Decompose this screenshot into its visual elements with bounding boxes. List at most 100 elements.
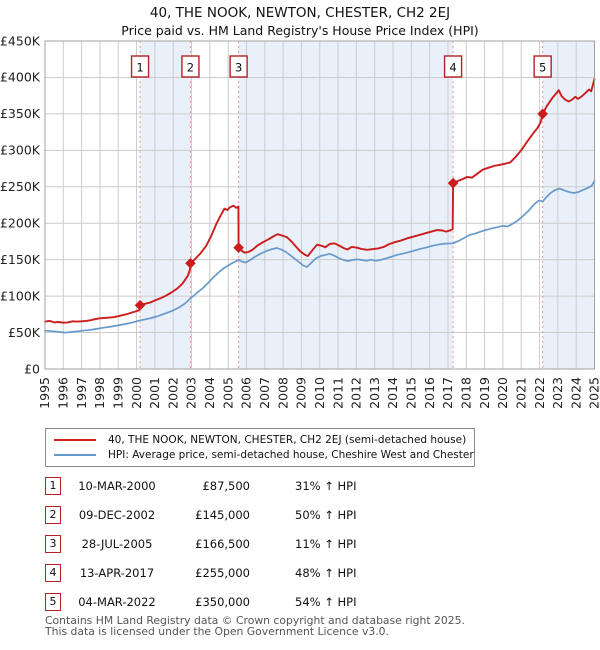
x-tick-label: 2015 — [404, 377, 419, 409]
transaction-price: £166,500 — [195, 536, 250, 551]
x-tick-label: 2012 — [349, 377, 364, 409]
legend-item-price-paid: 40, THE NOOK, NEWTON, CHESTER, CH2 2EJ (… — [54, 432, 468, 447]
x-tick-label: 2016 — [422, 377, 437, 409]
sale-marker-badge — [443, 55, 463, 78]
x-tick-label: 2011 — [330, 377, 345, 409]
transaction-hpi-delta: 11% ↑ HPI — [295, 536, 357, 551]
transaction-number-badge: 1 — [45, 476, 61, 495]
ownership-band — [542, 41, 595, 369]
footer-line-1: Contains HM Land Registry data © Crown c… — [45, 614, 465, 627]
transaction-date: 10-MAR-2000 — [78, 478, 156, 493]
transaction-date: 04-MAR-2022 — [78, 594, 156, 609]
y-tick-label: £150K — [0, 252, 41, 267]
page-title: 40, THE NOOK, NEWTON, CHESTER, CH2 2EJ — [149, 5, 451, 21]
x-tick-label: 1997 — [74, 377, 89, 409]
sale-marker-diamond — [233, 242, 244, 253]
x-tick-label: 2001 — [147, 377, 162, 409]
transaction-number-badge: 4 — [45, 563, 61, 582]
sale-marker-diamond — [447, 177, 459, 189]
price-chart-canvas: 1 2 3 4 5 £0 £50K £100K £150K £200K £250K £300K £350… — [0, 33, 600, 409]
y-tick-label: £450K — [0, 33, 41, 48]
sale-marker-badge-label: 5 — [539, 61, 546, 75]
transaction-date: 13-APR-2017 — [79, 565, 155, 580]
x-tick-label: 2013 — [367, 377, 382, 409]
x-tick-label: 2009 — [294, 377, 309, 409]
legend-label-hpi: HPI: Average price, semi-detached house,… — [108, 448, 474, 461]
sale-marker-diamond — [134, 299, 146, 311]
x-tick-label: 1996 — [56, 377, 71, 409]
sale-marker-badge — [130, 55, 150, 78]
ownership-band — [140, 41, 191, 369]
transaction-hpi-delta: 54% ↑ HPI — [295, 594, 357, 609]
sale-marker-badge — [533, 55, 552, 78]
transaction-price: £87,500 — [202, 478, 250, 493]
x-tick-label: 2004 — [202, 377, 217, 409]
x-tick-label: 2007 — [257, 377, 272, 409]
x-tick-label: 2023 — [550, 377, 565, 409]
y-tick-label: £250K — [0, 179, 41, 194]
x-tick-label: 2002 — [165, 377, 180, 409]
transaction-hpi-delta: 48% ↑ HPI — [295, 565, 357, 580]
hpi-line — [44, 180, 596, 334]
sale-marker-badge-label: 4 — [449, 61, 456, 75]
chart-legend: 40, THE NOOK, NEWTON, CHESTER, CH2 2EJ (… — [45, 428, 475, 467]
price-paid-line-sample — [54, 438, 96, 441]
y-tick-label: £300K — [0, 143, 41, 158]
ownership-band — [238, 41, 454, 369]
x-tick-label: 1999 — [110, 377, 125, 409]
plot-border — [44, 40, 595, 370]
x-tick-label: 2025 — [587, 377, 600, 409]
x-tick-label: 2024 — [568, 377, 583, 409]
transaction-price: £350,000 — [195, 594, 250, 609]
x-tick-label: 2014 — [385, 377, 400, 409]
transaction-hpi-delta: 50% ↑ HPI — [295, 507, 357, 522]
sale-marker-badge-label: 2 — [187, 61, 194, 75]
license-footer: Contains HM Land Registry data © Crown c… — [45, 614, 465, 638]
footer-line-2: This data is licensed under the Open Gov… — [45, 624, 389, 638]
price-paid-line — [44, 77, 596, 324]
x-tick-label: 2005 — [220, 377, 235, 409]
transaction-hpi-delta: 31% ↑ HPI — [295, 478, 357, 493]
y-tick-label: £400K — [0, 70, 41, 85]
transaction-row: 4 13-APR-2017 £255,000 48% ↑ HPI — [45, 558, 565, 587]
x-tick-label: 2008 — [275, 377, 290, 409]
y-tick-label: £200K — [0, 216, 41, 231]
legend-label-price-paid: 40, THE NOOK, NEWTON, CHESTER, CH2 2EJ (… — [108, 433, 467, 446]
transaction-price: £255,000 — [195, 565, 250, 580]
transaction-number-badge: 3 — [45, 534, 61, 553]
x-tick-label: 2010 — [312, 377, 327, 409]
transaction-row: 2 09-DEC-2002 £145,000 50% ↑ HPI — [45, 500, 565, 529]
transaction-number-badge: 2 — [45, 505, 61, 524]
sale-marker-diamond — [185, 258, 196, 269]
transaction-number-badge: 5 — [45, 592, 61, 611]
transaction-date: 28-JUL-2005 — [81, 536, 153, 551]
x-tick-label: 2021 — [513, 377, 528, 409]
x-tick-label: 2019 — [477, 377, 492, 409]
transaction-date: 09-DEC-2002 — [78, 507, 156, 522]
sale-marker-badge-label: 1 — [136, 61, 143, 75]
y-tick-label: £50K — [8, 325, 41, 340]
transaction-row: 5 04-MAR-2022 £350,000 54% ↑ HPI — [45, 587, 565, 616]
hpi-line-sample — [54, 453, 96, 456]
sale-marker-badge — [181, 55, 200, 78]
x-tick-label: 2022 — [532, 377, 547, 409]
sale-marker-badge-label: 3 — [235, 61, 242, 75]
y-tick-label: £100K — [0, 288, 41, 303]
y-tick-label: £0 — [24, 361, 40, 376]
sale-marker-badge — [229, 55, 248, 78]
x-tick-label: 2020 — [495, 377, 510, 409]
transactions-table: 1 10-MAR-2000 £87,500 31% ↑ HPI 2 09-DEC… — [45, 471, 565, 616]
sale-marker-diamond — [537, 108, 548, 120]
x-tick-label: 2000 — [129, 377, 144, 409]
x-tick-label: 2003 — [184, 377, 199, 409]
x-tick-label: 2006 — [239, 377, 254, 409]
y-tick-label: £350K — [0, 106, 41, 121]
page-subtitle: Price paid vs. HM Land Registry's House … — [121, 23, 479, 38]
x-tick-label: 2018 — [458, 377, 473, 409]
x-tick-label: 1995 — [37, 377, 52, 409]
transaction-price: £145,000 — [195, 507, 250, 522]
transaction-row: 1 10-MAR-2000 £87,500 31% ↑ HPI — [45, 471, 565, 500]
x-tick-label: 1998 — [92, 377, 107, 409]
x-tick-label: 2017 — [440, 377, 455, 409]
